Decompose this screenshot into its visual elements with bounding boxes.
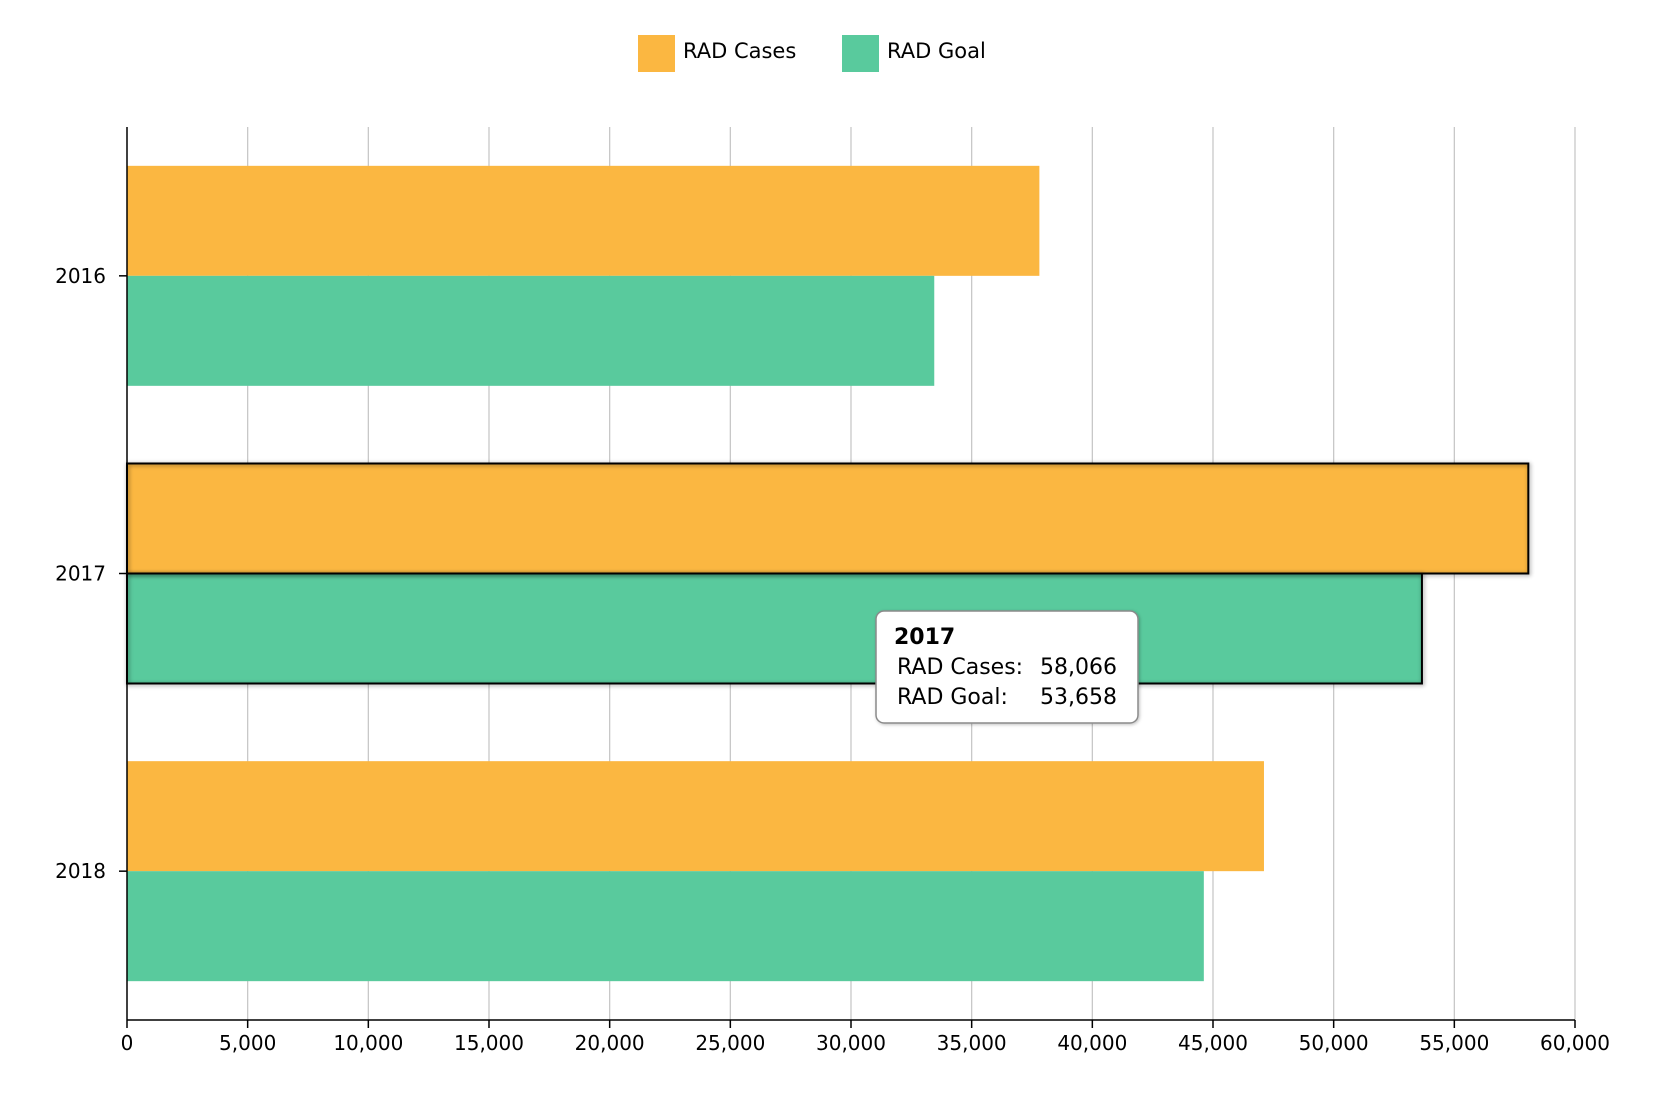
x-tick-label-0: 0 [121, 1031, 134, 1055]
bar-rad-cases-2018[interactable] [127, 761, 1264, 872]
y-axis-category-labels: 2016 2017 2018 [55, 264, 127, 883]
legend-label-rad-goal[interactable]: RAD Goal [887, 39, 986, 63]
tooltip-row-value-rad-cases: 58,066 [1040, 655, 1117, 680]
x-tick-label-60000: 60,000 [1540, 1031, 1610, 1055]
bar-series [127, 165, 1529, 982]
legend-swatch-rad-cases[interactable] [638, 35, 675, 72]
x-tick-label-30000: 30,000 [816, 1031, 886, 1055]
x-tick-label-10000: 10,000 [333, 1031, 403, 1055]
chart-tooltip: 2017 RAD Cases: 58,066 RAD Goal: 53,658 [875, 610, 1139, 724]
x-tick-label-25000: 25,000 [695, 1031, 765, 1055]
x-tick-label-15000: 15,000 [454, 1031, 524, 1055]
y-tick-label-2017: 2017 [55, 562, 106, 586]
x-tick-label-35000: 35,000 [937, 1031, 1007, 1055]
y-tick-label-2016: 2016 [55, 264, 106, 288]
bar-rad-goal-2018[interactable] [127, 871, 1204, 982]
tooltip-row-label-rad-goal: RAD Goal: [897, 685, 1008, 710]
bar-rad-cases-2017[interactable] [127, 463, 1529, 574]
bar-rad-cases-2016[interactable] [127, 165, 1040, 276]
x-tick-label-5000: 5,000 [219, 1031, 276, 1055]
legend-label-rad-cases[interactable]: RAD Cases [683, 39, 796, 63]
x-axis-tick-labels: 0 5,000 10,000 15,000 20,000 25,000 30,000 35,0… [121, 1020, 1610, 1055]
chart-legend: RAD Cases RAD Goal [638, 35, 986, 72]
bar-rad-goal-2017[interactable] [127, 573, 1422, 684]
x-tick-label-40000: 40,000 [1057, 1031, 1127, 1055]
bar-rad-goal-2016[interactable] [127, 275, 935, 386]
tooltip-row-value-rad-goal: 53,658 [1040, 685, 1117, 710]
x-tick-label-50000: 50,000 [1299, 1031, 1369, 1055]
legend-swatch-rad-goal[interactable] [842, 35, 879, 72]
y-tick-label-2018: 2018 [55, 859, 106, 883]
tooltip-row-label-rad-cases: RAD Cases: [897, 655, 1023, 680]
x-tick-label-45000: 45,000 [1178, 1031, 1248, 1055]
x-tick-label-20000: 20,000 [575, 1031, 645, 1055]
tooltip-title: 2017 [894, 625, 955, 650]
x-tick-label-55000: 55,000 [1419, 1031, 1489, 1055]
tooltip-box [875, 610, 1139, 724]
